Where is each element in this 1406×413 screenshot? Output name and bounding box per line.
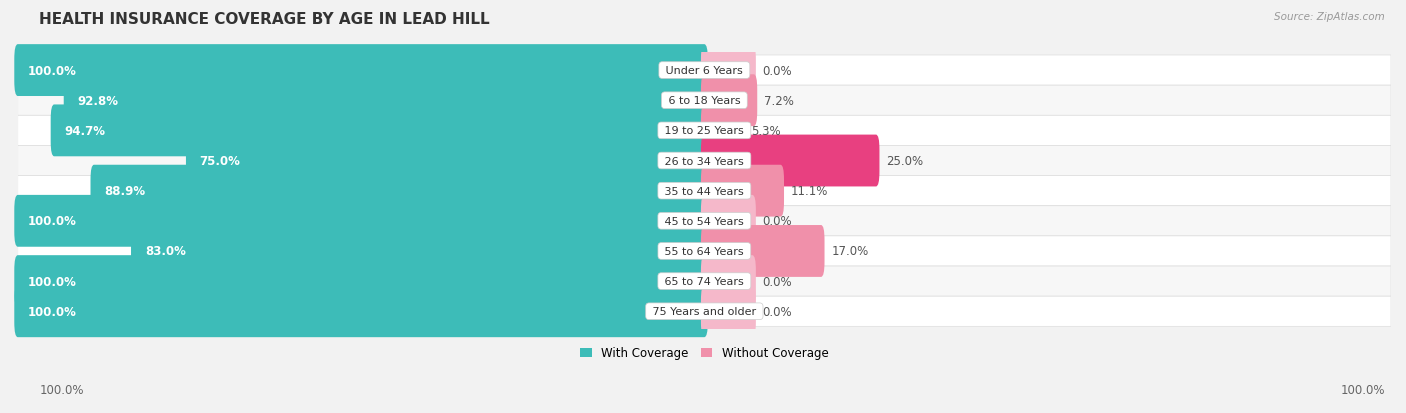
Text: Under 6 Years: Under 6 Years xyxy=(662,66,747,76)
FancyBboxPatch shape xyxy=(186,135,707,187)
Text: 11.1%: 11.1% xyxy=(792,185,828,198)
FancyBboxPatch shape xyxy=(702,225,824,277)
FancyBboxPatch shape xyxy=(702,286,756,337)
Text: 17.0%: 17.0% xyxy=(831,245,869,258)
Text: 83.0%: 83.0% xyxy=(145,245,186,258)
FancyBboxPatch shape xyxy=(18,206,1391,236)
Text: 92.8%: 92.8% xyxy=(77,95,118,107)
Text: 26 to 34 Years: 26 to 34 Years xyxy=(661,156,748,166)
FancyBboxPatch shape xyxy=(18,236,1391,266)
FancyBboxPatch shape xyxy=(18,56,1391,86)
FancyBboxPatch shape xyxy=(18,146,1391,176)
FancyBboxPatch shape xyxy=(14,45,707,97)
Text: 6 to 18 Years: 6 to 18 Years xyxy=(665,96,744,106)
FancyBboxPatch shape xyxy=(702,105,744,157)
Text: 7.2%: 7.2% xyxy=(763,95,794,107)
FancyBboxPatch shape xyxy=(702,195,756,247)
FancyBboxPatch shape xyxy=(131,225,707,277)
Text: 0.0%: 0.0% xyxy=(762,64,793,77)
Text: 100.0%: 100.0% xyxy=(28,215,77,228)
Text: 45 to 54 Years: 45 to 54 Years xyxy=(661,216,748,226)
Text: 75.0%: 75.0% xyxy=(200,154,240,168)
FancyBboxPatch shape xyxy=(18,176,1391,206)
FancyBboxPatch shape xyxy=(702,75,758,127)
Text: Source: ZipAtlas.com: Source: ZipAtlas.com xyxy=(1274,12,1385,22)
Text: HEALTH INSURANCE COVERAGE BY AGE IN LEAD HILL: HEALTH INSURANCE COVERAGE BY AGE IN LEAD… xyxy=(39,12,491,27)
FancyBboxPatch shape xyxy=(702,165,785,217)
Text: 100.0%: 100.0% xyxy=(28,305,77,318)
Legend: With Coverage, Without Coverage: With Coverage, Without Coverage xyxy=(581,347,828,360)
Text: 5.3%: 5.3% xyxy=(751,125,780,138)
Text: 19 to 25 Years: 19 to 25 Years xyxy=(661,126,748,136)
FancyBboxPatch shape xyxy=(63,75,707,127)
Text: 0.0%: 0.0% xyxy=(762,275,793,288)
Text: 100.0%: 100.0% xyxy=(1340,384,1385,396)
Text: 55 to 64 Years: 55 to 64 Years xyxy=(661,247,748,256)
Text: 0.0%: 0.0% xyxy=(762,215,793,228)
Text: 65 to 74 Years: 65 to 74 Years xyxy=(661,276,748,286)
FancyBboxPatch shape xyxy=(702,135,880,187)
Text: 94.7%: 94.7% xyxy=(65,125,105,138)
FancyBboxPatch shape xyxy=(90,165,707,217)
Text: 0.0%: 0.0% xyxy=(762,305,793,318)
FancyBboxPatch shape xyxy=(702,256,756,307)
FancyBboxPatch shape xyxy=(14,195,707,247)
FancyBboxPatch shape xyxy=(51,105,707,157)
FancyBboxPatch shape xyxy=(702,45,756,97)
FancyBboxPatch shape xyxy=(14,286,707,337)
FancyBboxPatch shape xyxy=(18,116,1391,146)
Text: 88.9%: 88.9% xyxy=(104,185,145,198)
Text: 35 to 44 Years: 35 to 44 Years xyxy=(661,186,748,196)
FancyBboxPatch shape xyxy=(18,266,1391,297)
Text: 25.0%: 25.0% xyxy=(886,154,924,168)
Text: 75 Years and older: 75 Years and older xyxy=(650,306,759,316)
Text: 100.0%: 100.0% xyxy=(28,64,77,77)
FancyBboxPatch shape xyxy=(14,256,707,307)
Text: 100.0%: 100.0% xyxy=(28,275,77,288)
FancyBboxPatch shape xyxy=(18,86,1391,116)
FancyBboxPatch shape xyxy=(18,297,1391,327)
Text: 100.0%: 100.0% xyxy=(39,384,84,396)
